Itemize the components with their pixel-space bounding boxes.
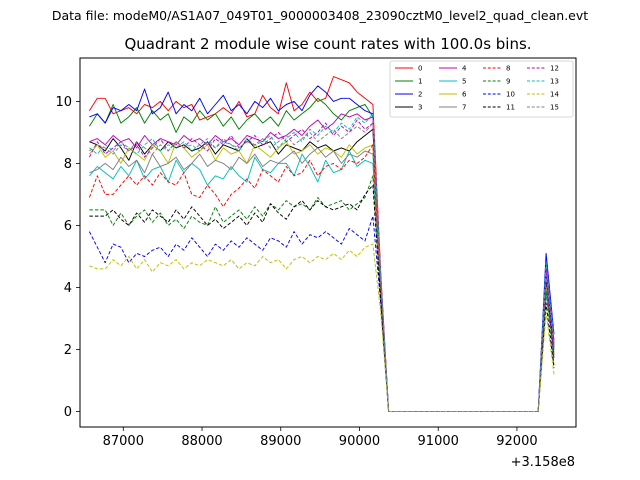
series-line-14 (89, 243, 555, 412)
x-offset-label: +3.158e8 (511, 455, 575, 470)
plot-area (79, 57, 577, 428)
legend-label-15: 15 (550, 104, 559, 112)
y-tick-label: 4 (64, 281, 72, 296)
x-tick-label: 91000 (418, 434, 459, 449)
y-axis: 0 2 4 6 8 10 (55, 95, 80, 420)
legend-label-6: 6 (462, 91, 467, 99)
x-tick-label: 92000 (496, 434, 537, 449)
legend-label-8: 8 (506, 65, 510, 73)
chart-title: Quadrant 2 module wise count rates with … (124, 35, 531, 53)
figure-suptitle: Data file: modeM0/AS1A07_049T01_90000034… (52, 8, 588, 23)
legend-label-1: 1 (418, 78, 422, 86)
x-axis: 87000 88000 89000 90000 91000 92000 (103, 427, 538, 449)
y-tick-label: 2 (64, 343, 72, 358)
x-tick-label: 90000 (339, 434, 380, 449)
series-line-15 (89, 122, 555, 412)
legend-label-13: 13 (550, 78, 559, 86)
y-tick-label: 8 (64, 157, 72, 172)
y-tick-label: 0 (64, 405, 72, 420)
legend-label-11: 11 (506, 104, 515, 112)
legend-label-0: 0 (418, 65, 422, 73)
legend-label-7: 7 (462, 104, 466, 112)
legend-label-2: 2 (418, 91, 422, 99)
legend-box (389, 60, 574, 118)
x-tick-label: 88000 (181, 434, 222, 449)
legend-label-12: 12 (550, 65, 559, 73)
legend-label-10: 10 (506, 91, 515, 99)
y-tick-label: 10 (55, 95, 72, 110)
y-tick-label: 6 (64, 219, 72, 234)
legend-label-9: 9 (506, 78, 510, 86)
legend-label-3: 3 (418, 104, 422, 112)
legend-label-14: 14 (550, 91, 559, 99)
legend-label-4: 4 (462, 65, 467, 73)
x-tick-label: 89000 (260, 434, 301, 449)
axes-frame (79, 57, 577, 428)
series-layer (88, 76, 555, 412)
x-tick-label: 87000 (103, 434, 144, 449)
legend-label-5: 5 (462, 78, 466, 86)
